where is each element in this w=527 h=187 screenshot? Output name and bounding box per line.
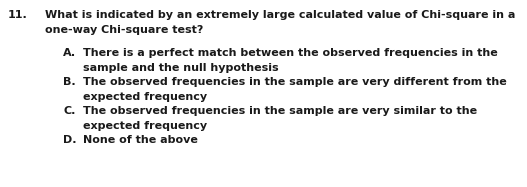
Text: 11.: 11. <box>8 10 28 20</box>
Text: expected frequency: expected frequency <box>83 120 207 131</box>
Text: What is indicated by an extremely large calculated value of Chi-square in a: What is indicated by an extremely large … <box>45 10 515 20</box>
Text: A.: A. <box>63 48 76 58</box>
Text: D.: D. <box>63 135 76 145</box>
Text: sample and the null hypothesis: sample and the null hypothesis <box>83 62 279 73</box>
Text: C.: C. <box>63 106 75 116</box>
Text: expected frequency: expected frequency <box>83 91 207 102</box>
Text: The observed frequencies in the sample are very different from the: The observed frequencies in the sample a… <box>83 77 507 87</box>
Text: B.: B. <box>63 77 76 87</box>
Text: None of the above: None of the above <box>83 135 198 145</box>
Text: There is a perfect match between the observed frequencies in the: There is a perfect match between the obs… <box>83 48 497 58</box>
Text: The observed frequencies in the sample are very similar to the: The observed frequencies in the sample a… <box>83 106 477 116</box>
Text: one-way Chi-square test?: one-way Chi-square test? <box>45 24 203 34</box>
